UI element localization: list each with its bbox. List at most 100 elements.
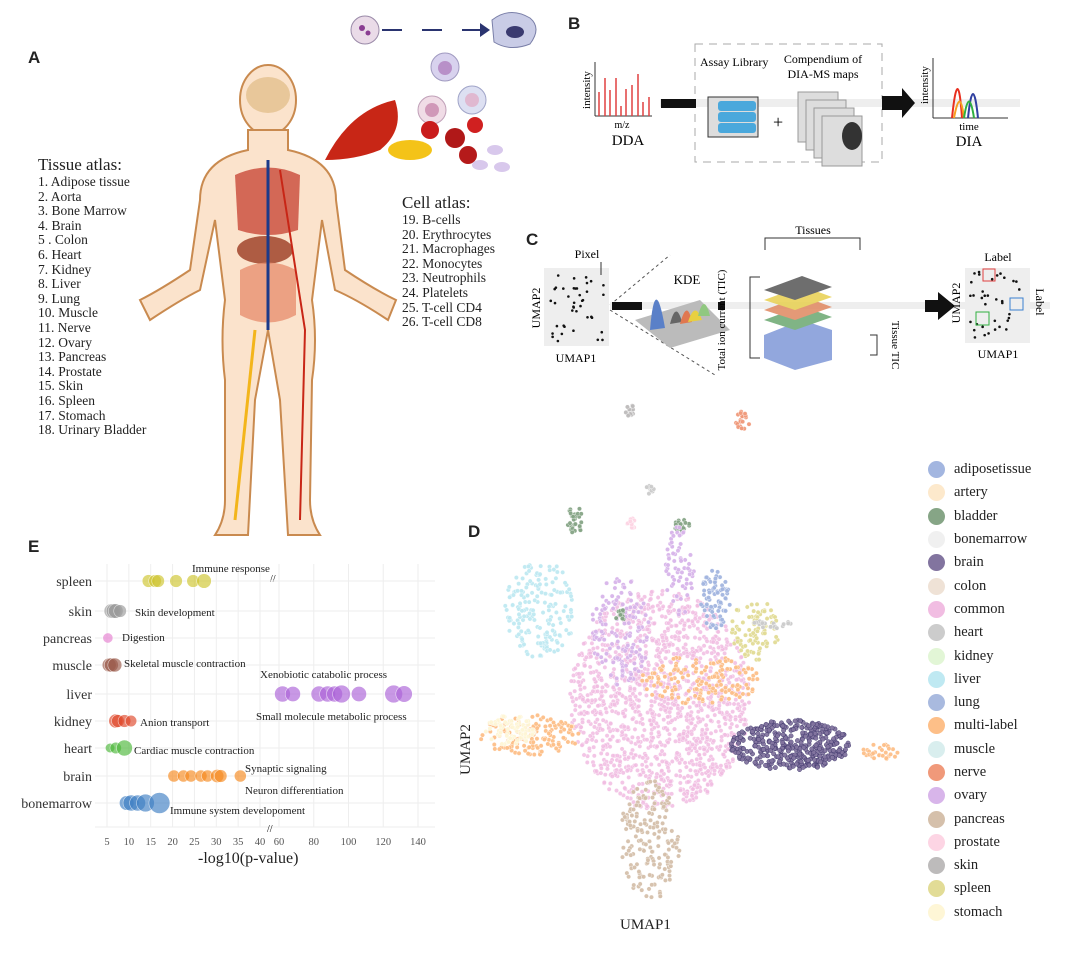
umap-point-pancreas: [657, 893, 663, 899]
umap-point-pancreas: [625, 838, 631, 844]
umap-point-brain: [813, 742, 819, 748]
umap-point-pancreas: [666, 840, 671, 846]
umap-point-ovary: [688, 581, 694, 586]
umap-dot: [981, 290, 984, 293]
umap-point-common: [604, 751, 610, 757]
umap-point-adiposetissue: [713, 576, 718, 581]
umap-point-ovary: [670, 551, 676, 556]
umap-point-common: [651, 718, 657, 724]
umap-point-common: [724, 701, 730, 707]
umap-point-ovary: [670, 598, 676, 604]
x-tick-label: 25: [189, 837, 200, 848]
umap-point-multi-label: [491, 742, 497, 747]
umap-point-common: [575, 662, 581, 668]
umap-point-ovary: [628, 653, 633, 659]
umap-point-multi-label: [672, 666, 678, 672]
compendium-label-2: DIA-MS maps: [788, 67, 859, 81]
umap-dot: [602, 283, 605, 287]
umap-point-common: [715, 651, 721, 657]
umap-point-multi-label: [718, 697, 724, 702]
umap-point-multi-label: [743, 682, 749, 688]
umap-point-common: [643, 649, 649, 655]
umap-point-common: [654, 662, 660, 668]
umap-point-common: [696, 752, 702, 758]
umap-point-pancreas: [656, 855, 662, 861]
legend-swatch: [928, 600, 945, 618]
umap-point-ovary: [664, 587, 670, 593]
umap-point-common: [630, 784, 636, 789]
umap-point-liver: [538, 563, 544, 569]
umap-point-common: [667, 709, 673, 715]
umap-point-common: [611, 702, 617, 707]
umap-dot: [590, 315, 593, 319]
umap-point-common: [651, 621, 657, 626]
umap-point-common: [591, 753, 597, 759]
umap-point-liver: [569, 614, 575, 619]
umap-point-spleen: [730, 627, 736, 633]
umap-point-brain: [764, 732, 770, 737]
umap-dot: [560, 332, 564, 336]
bubble-spleen: [169, 574, 183, 588]
umap-point-common: [671, 702, 677, 708]
umap-point-common: [697, 718, 703, 724]
umap-point-pancreas: [631, 807, 636, 812]
umap-point-common: [571, 673, 576, 678]
umap-point-multi-label: [516, 750, 522, 756]
umap-point-multi-label: [754, 676, 760, 682]
umap-point-common: [637, 743, 643, 749]
umap-dot: [581, 298, 585, 302]
umap-point-common: [689, 731, 695, 737]
bubble-spleen: [196, 573, 212, 589]
umap-point-bladder: [570, 514, 576, 520]
umap-point-common: [672, 633, 678, 639]
umap-dot: [980, 296, 984, 300]
umap-point-liver: [507, 615, 513, 621]
umap-point-multi-label: [710, 660, 716, 666]
umap-point-common: [659, 748, 665, 754]
umap-point-common: [645, 671, 651, 676]
umap-point-common: [651, 725, 657, 731]
umap-point-pancreas: [646, 810, 652, 816]
umap-point-ovary: [636, 624, 642, 630]
annotation-label: Immune response: [192, 563, 270, 575]
umap-dot: [562, 324, 565, 327]
umap-point-stomach: [483, 729, 489, 734]
umap-point-common: [632, 686, 637, 692]
umap-point-multi-label: [530, 739, 536, 745]
umap-point-liver: [532, 597, 538, 603]
cell-atlas-item: 20. Erythrocytes: [402, 226, 492, 242]
umap-point-brain: [745, 755, 751, 761]
umap-point-common: [685, 773, 691, 779]
umap-point-pancreas: [676, 853, 681, 859]
bubble-brain: [213, 769, 228, 783]
umap-point-common: [661, 704, 667, 710]
legend-item: nerve: [928, 761, 1031, 784]
umap-point-common: [572, 707, 578, 713]
umap-point-stomach: [498, 730, 503, 736]
umap-point-adiposetissue: [701, 588, 707, 593]
umap-point-ovary: [632, 604, 638, 610]
umap-point-common: [699, 727, 705, 733]
umap-point-brain: [777, 747, 783, 753]
umap-point-multi-label: [575, 731, 581, 737]
tissue-atlas-item: 11. Nerve: [38, 319, 91, 335]
umap-point-common: [710, 761, 716, 767]
umap-point-common: [695, 626, 701, 632]
umap-point-common: [580, 697, 586, 703]
tissue-atlas-item: 3. Bone Marrow: [38, 203, 127, 219]
legend-label: pancreas: [954, 810, 1005, 827]
umap-point-common: [614, 753, 620, 759]
legend-swatch: [928, 833, 945, 851]
umap-point-common: [654, 743, 660, 749]
umap-point-liver: [506, 584, 512, 590]
umap-point-pancreas: [651, 806, 657, 812]
umap-point-multi-label: [676, 695, 681, 700]
umap-point-common: [640, 800, 646, 806]
tissue-atlas-item: 6. Heart: [38, 246, 82, 262]
umap-point-common: [652, 666, 657, 672]
umap-point-brain: [748, 748, 753, 754]
umap-point-adiposetissue: [719, 586, 725, 592]
umap-dot: [977, 270, 981, 274]
umap-point-spleen: [742, 643, 748, 649]
umap-point-common: [586, 719, 591, 724]
